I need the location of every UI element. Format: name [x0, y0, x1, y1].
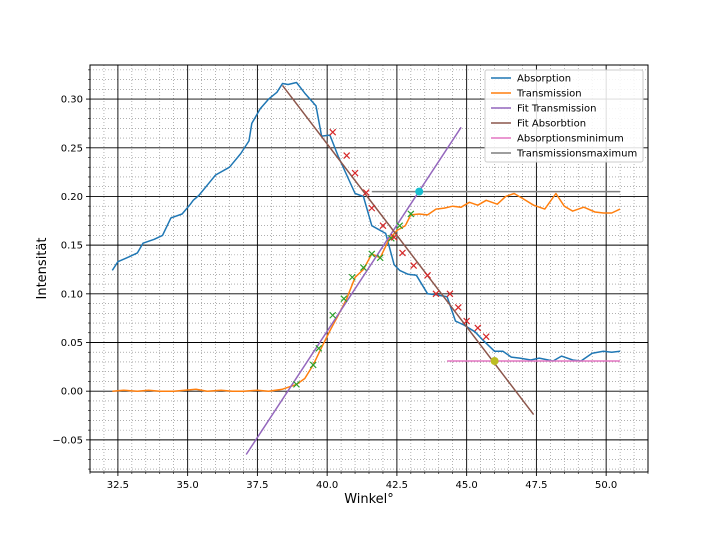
x-marker-stroke: [340, 295, 348, 303]
legend: Absorption Transmission Fit Transmission Fi…: [484, 69, 644, 163]
x-marker-stroke: [474, 324, 482, 332]
x-marker-stroke: [368, 250, 376, 258]
x-marker-point: [454, 304, 462, 311]
x-tick-label: 32.5: [107, 480, 129, 491]
x-marker-stroke: [359, 264, 367, 271]
x-tick-label: 37.5: [246, 480, 268, 491]
x-marker-stroke: [407, 210, 415, 218]
x-marker-point: [376, 254, 384, 262]
y-axis-label: Intensität: [35, 238, 50, 300]
x-marker-stroke: [463, 317, 471, 325]
x-marker-point: [446, 290, 454, 298]
x-marker-point: [379, 222, 387, 230]
ticks-layer: 32.5 35.0 37.5 40.0 42.5 45.0 47.5 50.0 −0.05 0.0…: [52, 69, 649, 491]
x-marker-stroke: [309, 361, 317, 369]
x-marker-point: [390, 233, 398, 241]
y-tick-label: 0.10: [61, 289, 83, 300]
x-marker-point: [368, 250, 376, 258]
x-tick-label: 40.0: [316, 480, 338, 491]
x-marker-point: [368, 204, 376, 212]
highlight-point: [415, 187, 424, 196]
x-tick-label: 45.0: [456, 480, 478, 491]
x-marker-point: [309, 361, 317, 369]
x-marker-point: [293, 380, 300, 388]
x-marker-stroke: [410, 262, 418, 270]
y-tick-label: 0.20: [61, 192, 83, 203]
x-marker-stroke: [379, 222, 387, 230]
x-marker-stroke: [454, 304, 462, 311]
y-tick-label: 0.15: [61, 241, 83, 252]
y-tick-label: −0.05: [52, 435, 83, 446]
x-marker-stroke: [432, 290, 440, 298]
y-tick-label: 0.25: [61, 143, 83, 154]
x-tick-label: 47.5: [525, 480, 547, 491]
x-marker-point: [348, 273, 356, 281]
x-marker-stroke: [390, 233, 398, 241]
legend-label: Transmissionsmaximum: [516, 149, 637, 160]
legend-label: Absorption: [517, 74, 571, 85]
x-marker-stroke: [396, 222, 404, 230]
x-marker-stroke: [362, 189, 370, 196]
x-marker-point: [340, 295, 348, 303]
x-marker-point: [482, 333, 490, 341]
x-marker-point: [315, 344, 323, 352]
y-tick-label: 0.05: [61, 338, 83, 349]
x-marker-point: [329, 311, 337, 319]
x-marker-point: [329, 128, 337, 136]
major-grid: [90, 65, 648, 472]
legend-label: Fit Transmission: [517, 104, 597, 115]
x-marker-point: [424, 271, 432, 279]
x-marker-stroke: [329, 311, 337, 319]
x-marker-point: [410, 262, 418, 270]
x-marker-stroke: [293, 380, 300, 388]
x-marker-stroke: [368, 204, 376, 212]
series-line-fit-transmission: [245, 126, 462, 455]
legend-label: Absorptionsminimum: [517, 134, 624, 145]
x-marker-stroke: [315, 344, 323, 352]
x-marker-stroke: [351, 169, 359, 177]
x-marker-point: [351, 169, 359, 177]
x-tick-label: 35.0: [177, 480, 199, 491]
series-layer: [111, 81, 621, 455]
x-marker-point: [407, 210, 415, 218]
x-marker-stroke: [329, 128, 337, 136]
x-axis-label: Winkel°: [344, 492, 394, 507]
x-marker-stroke: [348, 273, 356, 281]
x-marker-stroke: [376, 254, 384, 262]
x-marker-stroke: [399, 249, 406, 257]
x-marker-point: [399, 249, 406, 257]
x-marker-stroke: [343, 152, 351, 159]
x-marker-point: [362, 189, 370, 196]
legend-label: Fit Absorbtion: [517, 119, 586, 130]
x-marker-point: [463, 317, 471, 325]
legend-label: Transmission: [516, 89, 582, 100]
y-tick-label: 0.30: [61, 95, 83, 106]
x-marker-stroke: [424, 271, 432, 279]
legend-box: [484, 69, 644, 163]
highlight-point: [490, 357, 499, 365]
x-marker-point: [343, 152, 351, 159]
x-marker-point: [396, 222, 404, 230]
y-tick-label: 0.00: [61, 387, 83, 398]
x-marker-stroke: [446, 290, 454, 298]
x-marker-point: [432, 290, 440, 298]
x-tick-label: 42.5: [386, 480, 408, 491]
x-marker-point: [474, 324, 482, 332]
series-line-absorption: [111, 81, 621, 362]
x-marker-point: [359, 264, 367, 271]
x-tick-label: 50.0: [595, 480, 617, 491]
x-marker-stroke: [482, 333, 490, 341]
